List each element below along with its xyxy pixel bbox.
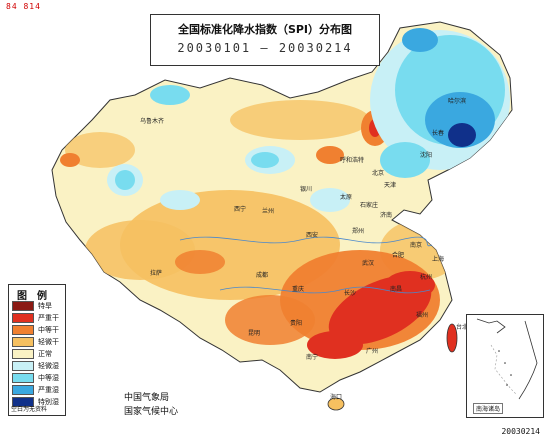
city-label: 上海 [432,256,445,263]
city-label: 西安 [306,232,319,239]
city-label: 济南 [380,212,393,219]
corner-label: 84 814 [6,2,41,11]
legend-label: 严重湿 [38,386,59,394]
legend-label: 中等湿 [38,374,59,382]
legend-item: 轻微湿 [12,361,64,372]
city-label: 拉萨 [150,270,163,277]
legend-item: 特别湿 [12,397,64,408]
city-label: 哈尔滨 [448,98,467,105]
city-label: 长春 [432,130,445,137]
city-label: 杭州 [420,274,433,281]
city-label: 西宁 [234,206,247,213]
city-label: 合肥 [392,252,405,259]
city-label: 南宁 [306,354,319,361]
org-name: 中国气象局 [124,393,170,403]
footer-date: 20030214 [501,427,540,436]
spi-field [60,28,510,359]
map-legend: 图例 特旱严重干中等干轻微干正常轻微湿中等湿严重湿特别湿 空白为无资料 [8,284,66,416]
city-label: 兰州 [262,208,275,215]
legend-label: 中等干 [38,326,59,334]
city-label: 乌鲁木齐 [140,118,165,125]
city-label: 郑州 [352,228,365,235]
legend-label: 轻微干 [38,338,59,346]
city-label: 福州 [416,312,429,319]
legend-swatch [12,373,34,383]
legend-item: 中等湿 [12,373,64,384]
legend-swatch [12,349,34,359]
rivers [179,236,433,294]
city-label: 银川 [300,186,313,193]
map-title: 全国标准化降水指数（SPI）分布图 [177,23,353,36]
inset-map [476,318,538,400]
legend-swatch [12,301,34,311]
city-label: 天津 [384,182,397,189]
city-label: 台北 [456,324,469,331]
islands [327,323,458,411]
city-label: 太原 [340,194,353,201]
legend-item: 正常 [12,349,64,360]
city-label: 广州 [366,348,379,355]
legend-label: 正常 [38,350,52,358]
south-china-sea-inset: 南海诸岛 [466,314,544,418]
date-range: 20030101 — 20030214 [177,41,353,55]
legend-swatch [12,361,34,371]
legend-item: 严重湿 [12,385,64,396]
city-label: 北京 [372,170,385,177]
city-label: 昆明 [248,330,261,337]
city-label: 沈阳 [420,152,433,159]
city-label: 呼和浩特 [340,157,365,164]
legend-swatch [12,325,34,335]
city-label: 成都 [256,272,269,279]
city-label: 南京 [410,242,423,249]
legend-swatch [12,385,34,395]
city-label: 海口 [330,394,343,401]
city-label: 重庆 [292,286,305,293]
city-label: 石家庄 [360,202,379,209]
legend-swatch [12,313,34,323]
inset-label: 南海诸岛 [473,403,504,414]
city-label: 武汉 [362,260,375,267]
city-label: 贵阳 [290,320,303,327]
legend-label: 严重干 [38,314,59,322]
legend-swatch [12,397,34,407]
legend-item: 轻微干 [12,337,64,348]
legend-item: 特旱 [12,301,64,312]
city-label: 长沙 [344,290,357,297]
org-subname: 国家气候中心 [124,407,179,417]
legend-label: 特别湿 [38,398,59,406]
city-label: 南昌 [390,286,403,293]
title-box: 全国标准化降水指数（SPI）分布图 20030101 — 20030214 [150,14,380,66]
legend-item: 严重干 [12,313,64,324]
legend-label: 特旱 [38,302,52,310]
legend-footnote: 空白为无资料 [11,406,48,413]
legend-item: 中等干 [12,325,64,336]
legend-swatch [12,337,34,347]
legend-title: 图例 [17,291,57,302]
legend-label: 轻微湿 [38,362,59,370]
